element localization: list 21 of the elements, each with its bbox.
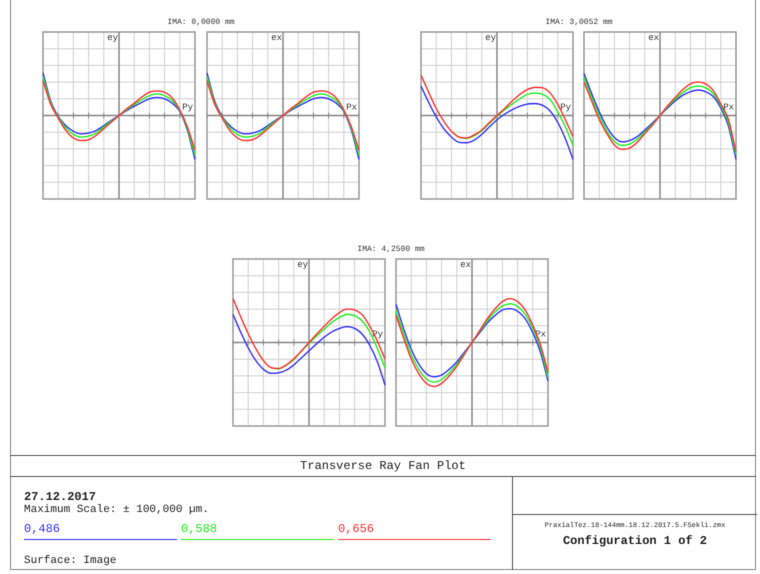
y-axis-title: ex (460, 260, 471, 270)
text: 0,486 (24, 522, 60, 536)
text: Surface: Image (24, 555, 116, 567)
y-axis-title: ey (485, 32, 497, 43)
x-axis-title: Px (346, 102, 357, 112)
y-axis-title: ex (648, 32, 659, 43)
x-axis-title: Py (560, 102, 572, 112)
text: Maximum Scale: ± 100,000 µm. (24, 504, 209, 516)
text: 0,656 (338, 522, 374, 536)
text: Configuration 1 of 2 (562, 534, 708, 548)
x-axis-title: Py (182, 102, 194, 112)
x-axis-title: Px (723, 102, 734, 112)
chart-title: IMA: 3,0052 mm (544, 18, 614, 27)
text: Transverse Ray Fan Plot (10, 455, 756, 477)
chart-title: IMA: 4,2500 mm (356, 245, 426, 254)
y-axis-title: ey (297, 260, 309, 270)
text: 27.12.2017 (24, 490, 96, 504)
chart-title: IMA: 0,0000 mm (166, 18, 236, 27)
y-axis-title: ex (271, 32, 282, 43)
y-axis-title: ey (107, 32, 119, 43)
text: 0,588 (181, 522, 218, 536)
